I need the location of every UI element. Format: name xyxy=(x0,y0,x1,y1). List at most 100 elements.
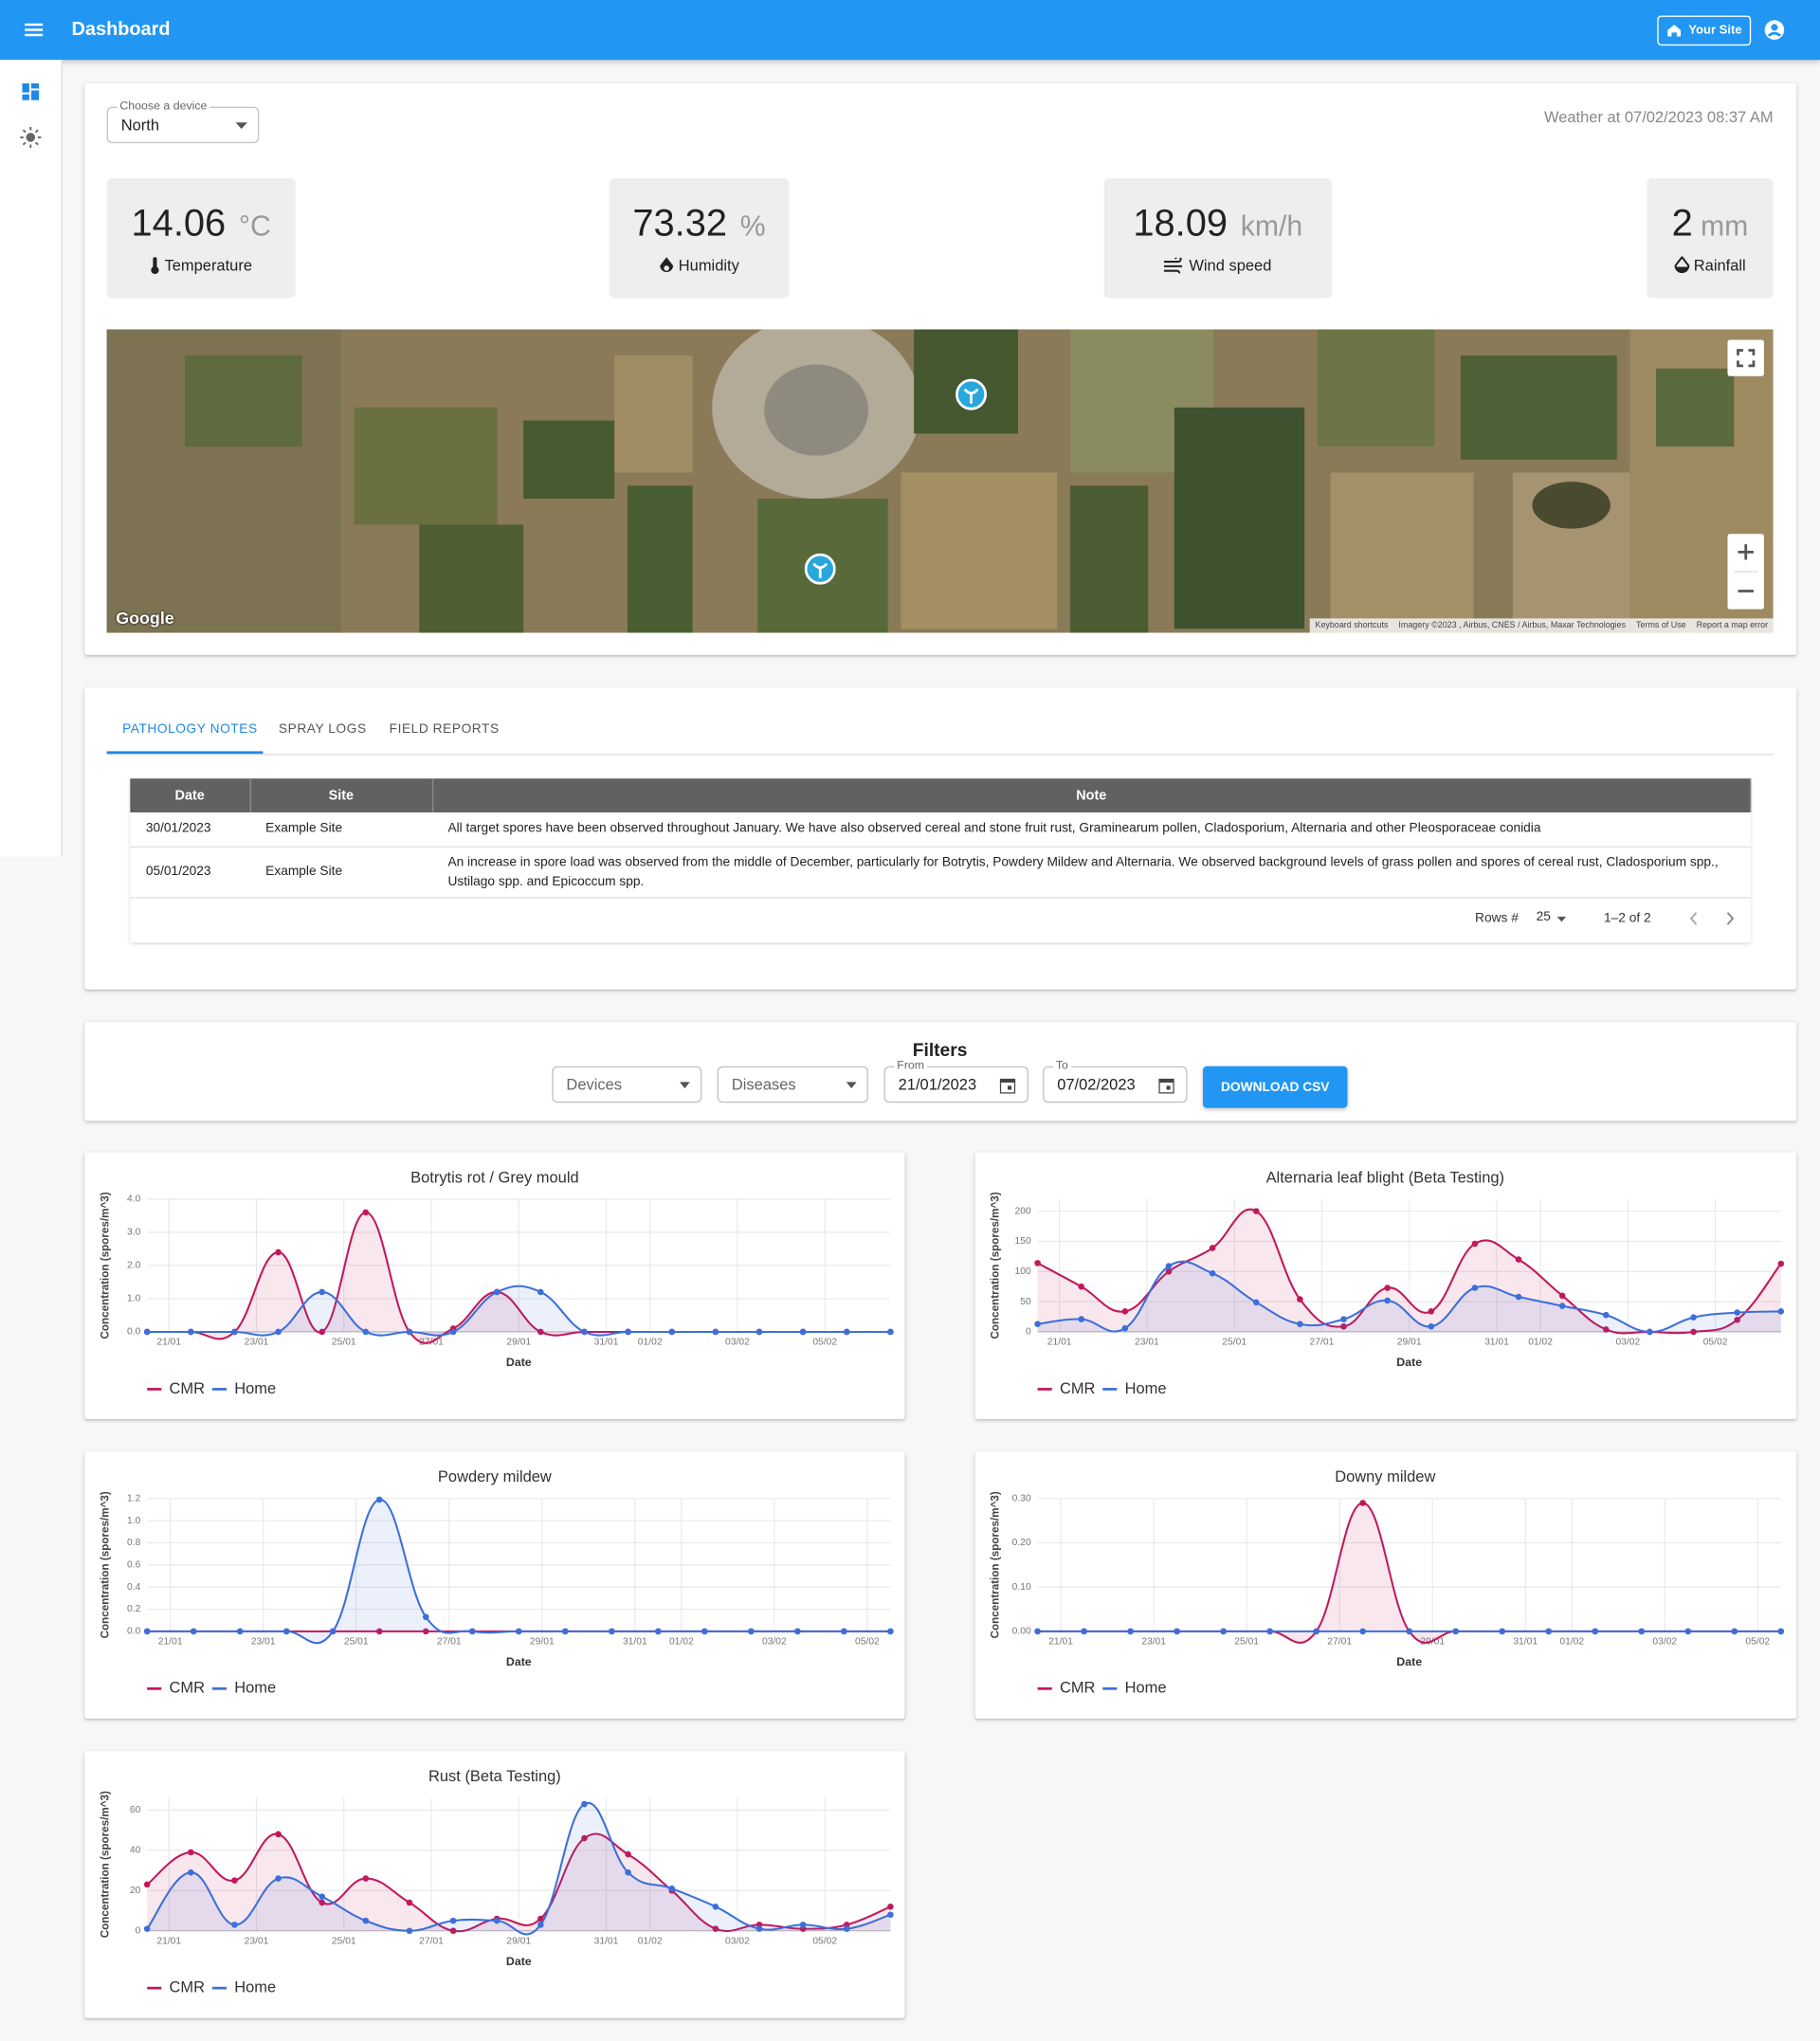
account-button[interactable] xyxy=(1764,20,1785,41)
weather-unit: mm xyxy=(1700,209,1749,242)
x-tick-label: 27/01 xyxy=(419,1936,444,1946)
y-tick-label: 100 xyxy=(1015,1267,1031,1277)
data-point xyxy=(1165,1268,1173,1275)
data-point xyxy=(1174,1628,1180,1635)
y-tick-label: 200 xyxy=(1015,1206,1031,1216)
y-tick-label: 20 xyxy=(130,1886,141,1896)
x-tick-label: 23/01 xyxy=(245,1936,269,1946)
rows-per-page[interactable]: 25 xyxy=(1536,910,1551,925)
data-point xyxy=(449,1927,457,1935)
x-tick-label: 21/01 xyxy=(1047,1338,1072,1348)
data-point xyxy=(887,1628,894,1635)
tab[interactable]: PATHOLOGY NOTES xyxy=(122,722,258,738)
download-button[interactable]: DOWNLOAD CSV xyxy=(1203,1066,1348,1108)
filters-title: Filters xyxy=(912,1038,968,1060)
data-point xyxy=(1499,1628,1506,1635)
calendar-icon xyxy=(999,1078,1016,1094)
map-link[interactable]: Keyboard shortcuts xyxy=(1315,621,1389,630)
weather-value: 18.09 xyxy=(1133,202,1228,245)
x-axis-label: Date xyxy=(1396,1356,1422,1369)
table-row: 30/01/2023 Example Site All target spores … xyxy=(130,811,1751,847)
data-point xyxy=(625,1328,631,1336)
weather-label: Wind speed xyxy=(1189,255,1272,275)
x-tick-label: 27/01 xyxy=(437,1637,462,1648)
y-axis-label: Concentration (spores/m^3) xyxy=(99,1491,111,1638)
menu-button[interactable] xyxy=(25,21,44,39)
map-link[interactable]: Terms of Use xyxy=(1636,621,1686,630)
weather-value: 73.32 xyxy=(632,202,728,245)
zoom-controls[interactable] xyxy=(1727,534,1764,610)
cell: Example Site xyxy=(249,846,432,898)
map-brand: Google xyxy=(116,608,174,628)
x-tick-label: 31/01 xyxy=(623,1637,647,1648)
data-point xyxy=(1220,1628,1227,1635)
data-point xyxy=(1340,1322,1347,1330)
rows-arrow[interactable] xyxy=(1556,916,1567,922)
site-icon xyxy=(1667,25,1682,37)
y-tick-label: 0 xyxy=(136,1925,141,1936)
map[interactable]: Google Keyboard shortcuts Imagery ©2023 … xyxy=(106,329,1774,633)
page-nav[interactable] xyxy=(1687,911,1739,925)
tab[interactable]: SPRAY LOGS xyxy=(278,722,367,738)
data-point xyxy=(318,1288,326,1296)
diseases-select[interactable]: Diseases xyxy=(717,1066,869,1103)
y-axis-label: Concentration (spores/m^3) xyxy=(99,1192,111,1339)
data-point xyxy=(887,1328,894,1336)
data-point xyxy=(422,1613,429,1620)
data-point xyxy=(1777,1628,1785,1635)
site-button-label: Your Site xyxy=(1688,23,1742,38)
data-point xyxy=(236,1628,244,1635)
data-point xyxy=(1777,1260,1785,1267)
x-tick-label: 01/02 xyxy=(638,1936,663,1946)
area xyxy=(147,1285,891,1336)
data-point xyxy=(375,1496,383,1503)
chart-title: Botrytis rot / Grey mould xyxy=(410,1169,579,1186)
from-date[interactable]: 21/01/2023 xyxy=(883,1066,1028,1103)
x-tick-label: 01/02 xyxy=(638,1338,663,1348)
map-imagery xyxy=(106,329,1774,633)
data-point xyxy=(1078,1316,1085,1322)
data-point xyxy=(516,1628,522,1635)
data-point xyxy=(655,1628,662,1635)
x-axis-label: Date xyxy=(506,1356,532,1369)
y-tick-label: 0.0 xyxy=(127,1627,141,1637)
x-tick-label: 01/02 xyxy=(669,1637,694,1648)
y-axis-label: Concentration (spores/m^3) xyxy=(99,1791,111,1938)
data-point xyxy=(143,1925,151,1932)
weather-unit: °C xyxy=(238,209,271,242)
notes-table: Date Site Note 30/01/2023 Example Site All t… xyxy=(130,778,1752,898)
to-date[interactable]: 07/02/2023 xyxy=(1043,1066,1188,1103)
data-point xyxy=(581,1328,588,1336)
fullscreen-button[interactable] xyxy=(1727,339,1764,376)
x-tick-label: 05/02 xyxy=(1745,1637,1770,1648)
data-point xyxy=(275,1875,282,1882)
data-point xyxy=(668,1328,676,1336)
chart-card xyxy=(84,1751,905,2018)
y-tick-label: 0.2 xyxy=(127,1604,141,1614)
x-tick-label: 25/01 xyxy=(332,1338,356,1348)
legend-label: CMR xyxy=(170,1680,206,1697)
weather-nav[interactable] xyxy=(20,126,42,148)
thermometer-icon xyxy=(151,256,159,274)
data-point xyxy=(581,1800,588,1808)
chart-card xyxy=(84,1152,905,1419)
site-button[interactable]: Your Site xyxy=(1657,15,1752,46)
y-tick-label: 0.20 xyxy=(1012,1538,1031,1548)
map-marker[interactable] xyxy=(956,378,988,413)
dropdown-arrow xyxy=(235,122,247,129)
map-link[interactable]: Report a map error xyxy=(1696,621,1769,630)
weather-tile: 18.09 km/h Wind speed xyxy=(1103,178,1332,299)
data-point xyxy=(1777,1308,1785,1315)
data-point xyxy=(275,1831,282,1838)
dashboard-nav[interactable] xyxy=(22,82,40,100)
data-point xyxy=(468,1628,476,1635)
legend-label: CMR xyxy=(1060,1680,1096,1697)
data-point xyxy=(1297,1296,1303,1303)
tab[interactable]: FIELD REPORTS xyxy=(389,722,500,738)
data-point xyxy=(537,1288,544,1296)
devices-select[interactable]: Devices xyxy=(552,1066,702,1103)
weather-caption: Weather at 07/02/2023 08:37 AM xyxy=(1543,107,1774,127)
map-marker[interactable] xyxy=(804,553,836,588)
y-tick-label: 0.0 xyxy=(127,1327,141,1338)
